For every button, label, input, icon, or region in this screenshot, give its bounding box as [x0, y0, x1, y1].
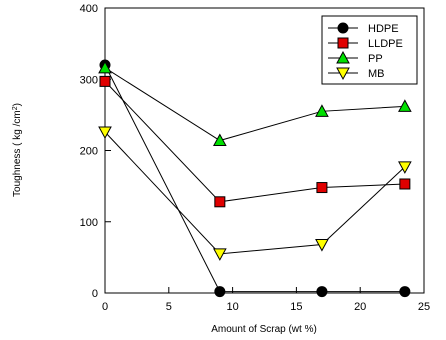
legend-label-lldpe: LLDPE: [368, 38, 403, 50]
series-line-mb: [104, 131, 406, 255]
data-point-mb: [98, 126, 112, 140]
y-axis-title-end: ): [12, 103, 23, 106]
data-point-mb: [315, 239, 329, 252]
series-line-lldpe: [104, 81, 405, 203]
y-tick-label: 400: [80, 3, 98, 15]
x-tick-label: 15: [290, 301, 302, 313]
x-tick-label: 10: [226, 301, 238, 313]
series-line-pp: [104, 67, 405, 142]
y-axis-title: Toughness ( kg /cm2): [12, 103, 24, 197]
data-point-lldpe: [316, 182, 328, 194]
data-point-lldpe: [214, 196, 226, 208]
data-point-lldpe: [399, 178, 411, 190]
y-tick-label: 300: [80, 74, 98, 86]
legend-label-pp: PP: [368, 53, 383, 65]
legend-marker-mb: [336, 67, 350, 81]
data-point-mb: [398, 161, 412, 174]
data-point-pp: [315, 104, 329, 117]
data-point-pp: [398, 99, 412, 112]
legend-marker-pp: [336, 50, 350, 64]
legend-marker-hdpe: [337, 22, 349, 34]
data-point-pp: [98, 60, 112, 74]
y-tick-label: 100: [80, 217, 98, 229]
y-axis-title-main: Toughness ( kg /cm: [12, 110, 23, 197]
data-point-hdpe: [214, 286, 226, 298]
x-tick-label: 0: [102, 301, 108, 313]
data-point-pp: [212, 133, 227, 147]
y-tick-label: 0: [92, 288, 98, 300]
x-tick-label: 20: [354, 301, 366, 313]
series-line-hdpe: [104, 64, 405, 293]
legend-label-hdpe: HDPE: [368, 23, 399, 35]
data-point-hdpe: [399, 286, 411, 298]
data-point-lldpe: [99, 75, 111, 87]
y-axis-title-superscript: 2: [12, 106, 19, 110]
data-point-hdpe: [316, 286, 328, 298]
x-axis-title: Amount of Scrap (wt %): [211, 324, 317, 335]
x-tick-label: 25: [418, 301, 430, 313]
legend-label-mb: MB: [368, 68, 385, 80]
data-point-mb: [212, 248, 227, 261]
x-tick-label: 5: [166, 301, 172, 313]
y-tick-label: 200: [80, 146, 98, 158]
legend-marker-lldpe: [337, 37, 349, 49]
plot-layer: 0 100 200 300 400 0 5 10 15 20 25 HDPE LLDPE PP MB: [80, 3, 430, 313]
